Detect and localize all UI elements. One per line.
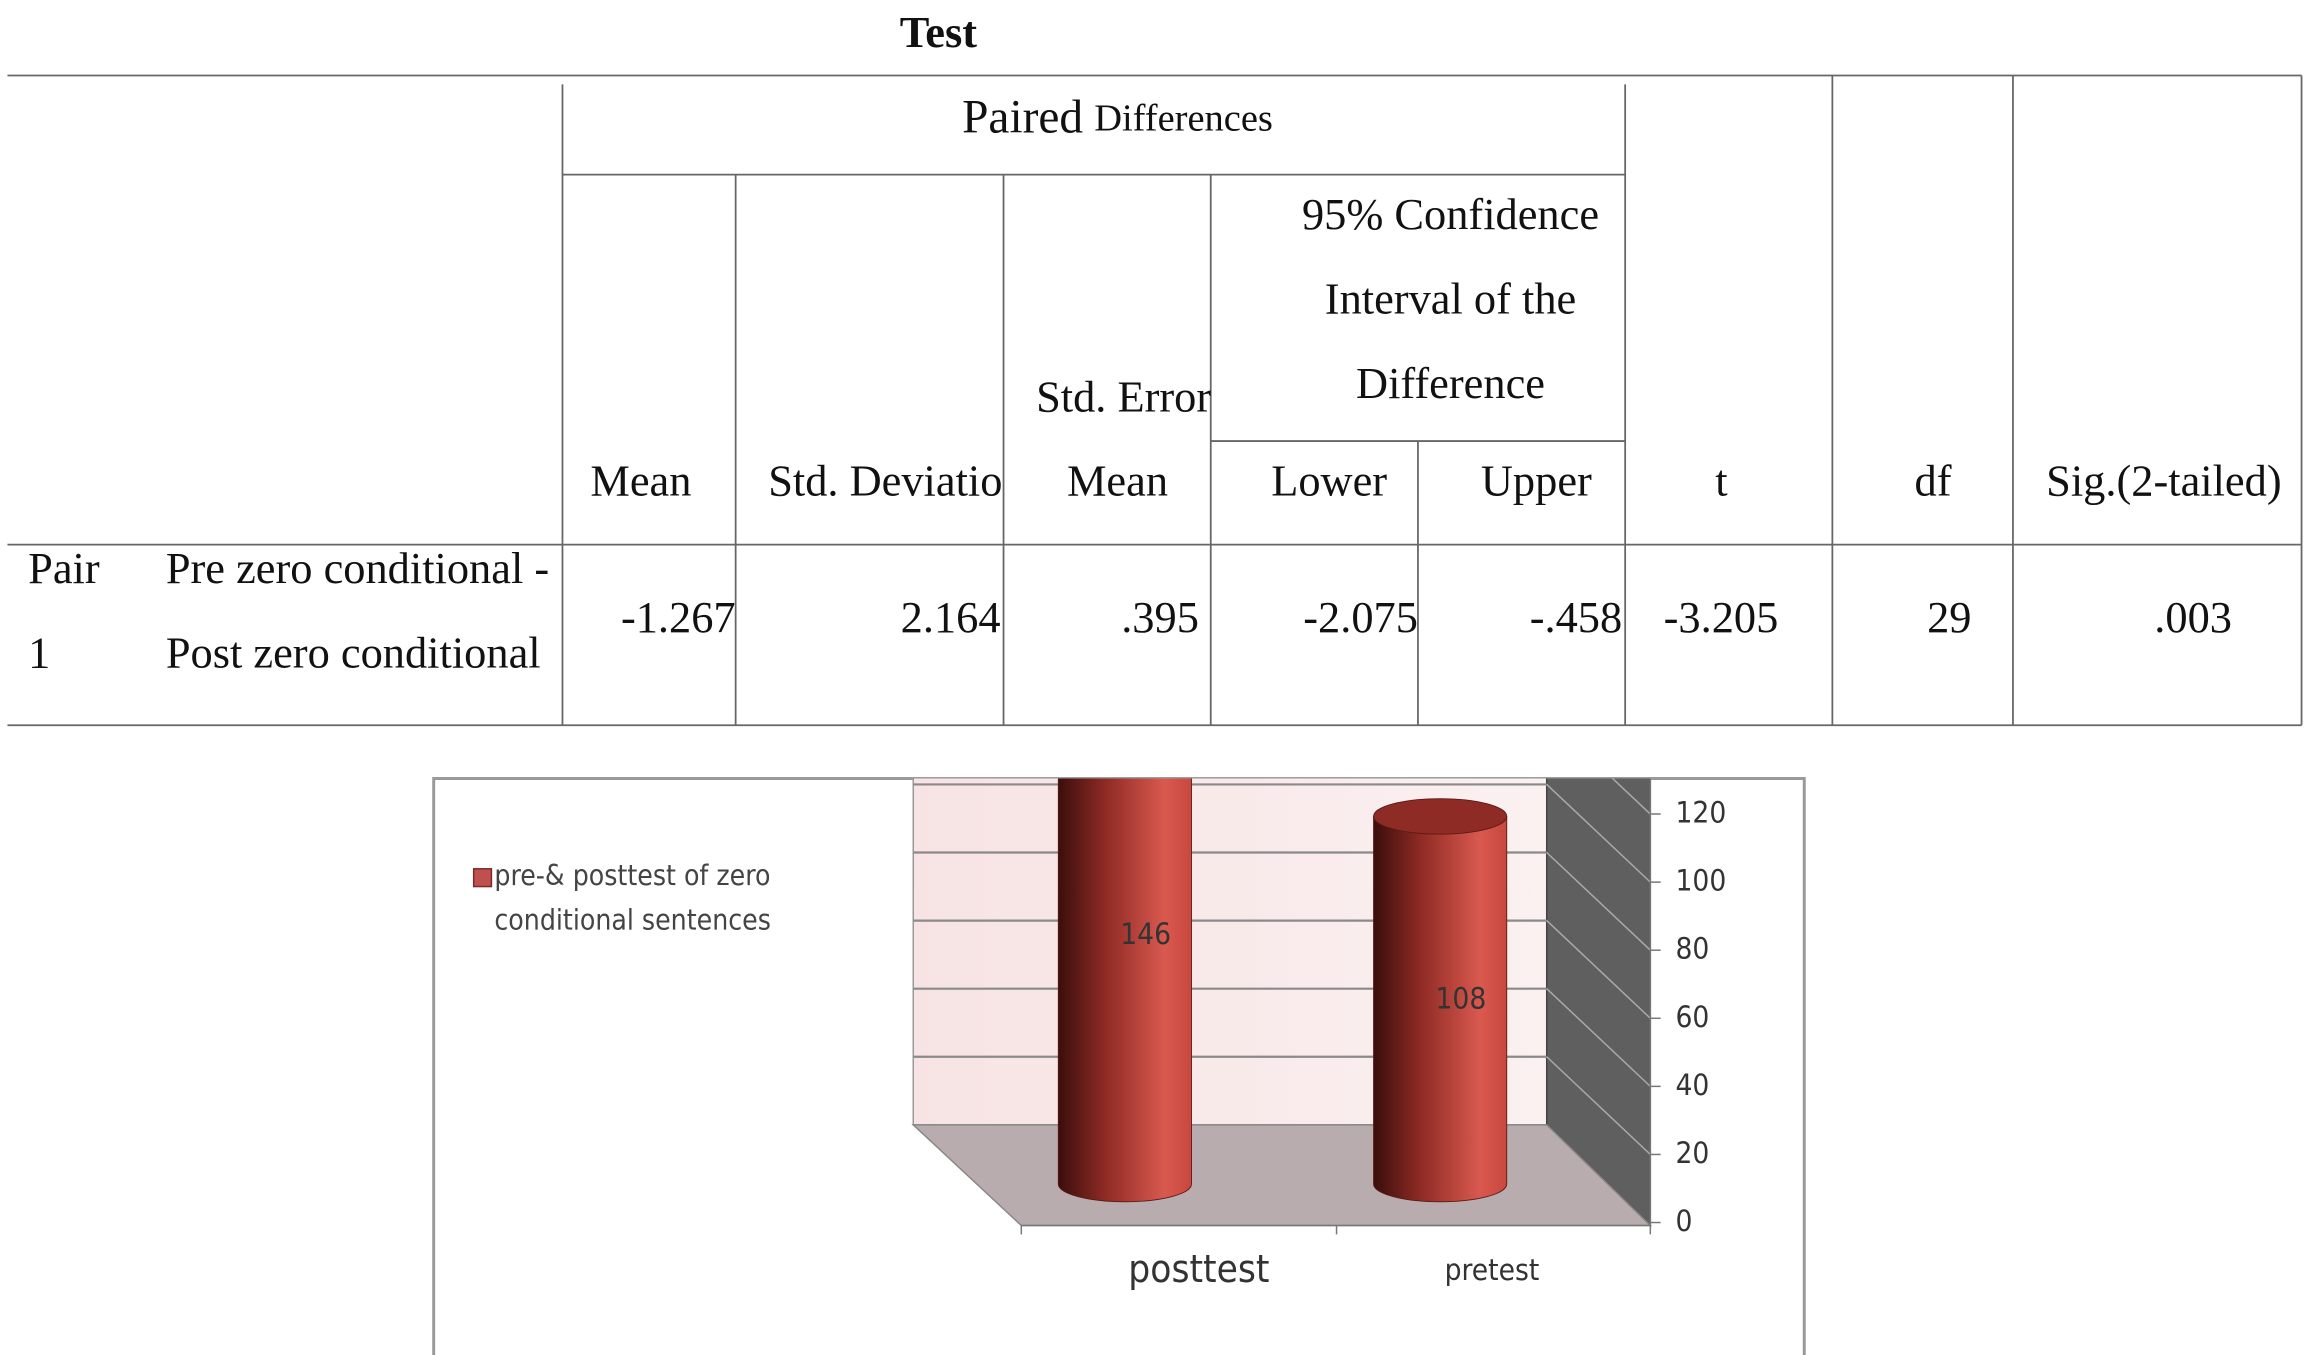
column-header: Sig.(2-tailed) [2046,456,2281,506]
chart: 0 20 40 60 80 100 120 146 posttest 108 pretest [911,669,1726,1292]
floor [911,1124,1653,1227]
bar [1057,669,1192,1203]
bar-body [1057,778,1192,1203]
ci-header: 95% Confidence [1302,189,1599,239]
column-header: Mean [1067,456,1168,506]
bar-body [1373,815,1508,1203]
y-tick-label: 40 [1675,1068,1709,1102]
row-label: Pair [28,543,100,593]
table-rules [7,74,2303,727]
column-header: Mean [590,456,691,506]
row-pair: Post zero conditional [166,627,541,677]
cell-value: .395 [1121,592,1199,642]
column-header: Upper [1481,456,1592,506]
legend: pre-& posttest of zero conditional sente… [494,859,771,937]
side-grid-line [1546,988,1651,1087]
y-tick-label: 80 [1675,932,1709,966]
cell-value: -.458 [1530,592,1622,642]
ci-header: Interval of the [1325,274,1576,324]
row-pair: Pre zero conditional - [166,543,549,593]
y-tick-label: 100 [1675,864,1726,898]
legend-label: pre-& posttest of zero conditional sente… [494,859,771,937]
column-header: df [1915,456,1952,506]
cell-value: 2.164 [901,592,1001,642]
side-grid-line [1546,920,1651,1019]
legend-swatch [472,868,493,888]
y-tick-label: 0 [1675,1204,1692,1238]
row-label: 1 [28,627,50,677]
side-grid-line [1546,1056,1651,1155]
side-wall [1545,778,1652,1228]
group-rest: Differences [1094,97,1273,139]
bar-top [1058,669,1191,705]
ci-header: Difference [1356,358,1545,408]
group-main: Paired [962,91,1083,143]
cell-value: -1.267 [621,592,736,642]
bar-top [1373,798,1508,835]
y-tick-label: 120 [1675,796,1726,830]
side-grid-line [1611,778,1651,815]
data-label: 146 [1120,917,1171,951]
column-header: Std. Error [1036,371,1211,421]
y-tick-label: 20 [1675,1136,1709,1170]
y-tick-label: 60 [1675,1000,1709,1034]
column-header: Lower [1271,456,1387,506]
column-header: Std. Deviation [768,456,1024,506]
side-grid-line [1546,851,1651,951]
cell-value: -3.205 [1664,592,1779,642]
data-label: 108 [1435,982,1486,1016]
x-tick-label: pretest [1445,1253,1540,1287]
table-title: Test [900,7,978,57]
bar [1373,798,1508,1203]
side-grid-line [1546,783,1651,883]
group-header: Paired Differences [962,91,1273,143]
x-tick-label: posttest [1128,1247,1269,1292]
column-header: t [1715,456,1728,506]
cell-value: .003 [2154,592,2232,642]
cell-value: -2.075 [1303,592,1418,642]
cell-value: 29 [1927,592,1971,642]
